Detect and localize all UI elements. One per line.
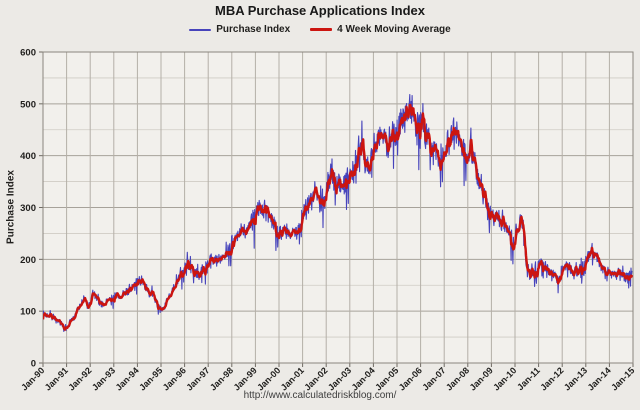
svg-text:Jan-12: Jan-12 bbox=[538, 365, 565, 392]
purchase-index-swatch bbox=[189, 28, 212, 31]
svg-text:Jan-04: Jan-04 bbox=[350, 365, 377, 392]
plot-border bbox=[42, 51, 634, 364]
svg-text:Jan-00: Jan-00 bbox=[255, 365, 282, 392]
svg-text:0: 0 bbox=[31, 359, 36, 370]
svg-text:Jan-09: Jan-09 bbox=[468, 365, 495, 392]
legend: Purchase Index 4 Week Moving Average bbox=[0, 24, 640, 35]
source-url: http://www.calculatedriskblog.com/ bbox=[243, 390, 397, 401]
svg-text:Jan-07: Jan-07 bbox=[420, 365, 447, 392]
svg-text:Jan-91: Jan-91 bbox=[43, 365, 70, 392]
legend-label-moving-average: 4 Week Moving Average bbox=[337, 24, 451, 35]
svg-text:Jan-06: Jan-06 bbox=[397, 365, 424, 392]
x-gridlines bbox=[66, 52, 610, 363]
svg-text:Jan-11: Jan-11 bbox=[515, 365, 542, 392]
legend-item-purchase-index: Purchase Index bbox=[189, 24, 290, 35]
svg-text:500: 500 bbox=[20, 99, 36, 110]
y-gridlines-minor bbox=[43, 77, 633, 338]
moving-average-line bbox=[43, 103, 634, 331]
svg-text:Jan-96: Jan-96 bbox=[161, 365, 188, 392]
axis-ticks bbox=[39, 51, 634, 367]
svg-text:Jan-08: Jan-08 bbox=[444, 365, 471, 392]
svg-text:200: 200 bbox=[20, 255, 36, 266]
svg-text:Jan-14: Jan-14 bbox=[586, 365, 613, 392]
svg-text:Jan-97: Jan-97 bbox=[184, 365, 211, 392]
svg-text:Jan-01: Jan-01 bbox=[279, 365, 306, 392]
svg-text:Jan-95: Jan-95 bbox=[137, 365, 164, 392]
x-tick-labels: Jan-90Jan-91Jan-92Jan-93Jan-94Jan-95Jan-… bbox=[19, 365, 636, 392]
svg-text:Jan-13: Jan-13 bbox=[562, 365, 589, 392]
svg-text:Jan-03: Jan-03 bbox=[326, 365, 353, 392]
chart-title: MBA Purchase Applications Index bbox=[215, 3, 425, 18]
moving-average-swatch bbox=[310, 27, 333, 32]
svg-text:Jan-05: Jan-05 bbox=[373, 365, 400, 392]
svg-text:Jan-15: Jan-15 bbox=[609, 365, 636, 392]
svg-text:Jan-99: Jan-99 bbox=[232, 365, 259, 392]
svg-text:Jan-10: Jan-10 bbox=[491, 365, 518, 392]
y-tick-labels: 0 100 200 300 400 500 600 bbox=[20, 48, 36, 370]
legend-item-moving-average: 4 Week Moving Average bbox=[310, 24, 451, 35]
svg-text:Jan-94: Jan-94 bbox=[114, 365, 141, 392]
svg-text:600: 600 bbox=[20, 48, 36, 59]
svg-text:Jan-02: Jan-02 bbox=[302, 365, 329, 392]
svg-text:400: 400 bbox=[20, 151, 36, 162]
legend-label-purchase-index: Purchase Index bbox=[216, 24, 291, 35]
svg-text:300: 300 bbox=[20, 203, 36, 214]
svg-text:Jan-92: Jan-92 bbox=[66, 365, 93, 392]
svg-text:Jan-93: Jan-93 bbox=[90, 365, 117, 392]
svg-text:100: 100 bbox=[20, 307, 36, 318]
svg-text:Jan-98: Jan-98 bbox=[208, 365, 235, 392]
y-gridlines-major bbox=[43, 103, 633, 312]
